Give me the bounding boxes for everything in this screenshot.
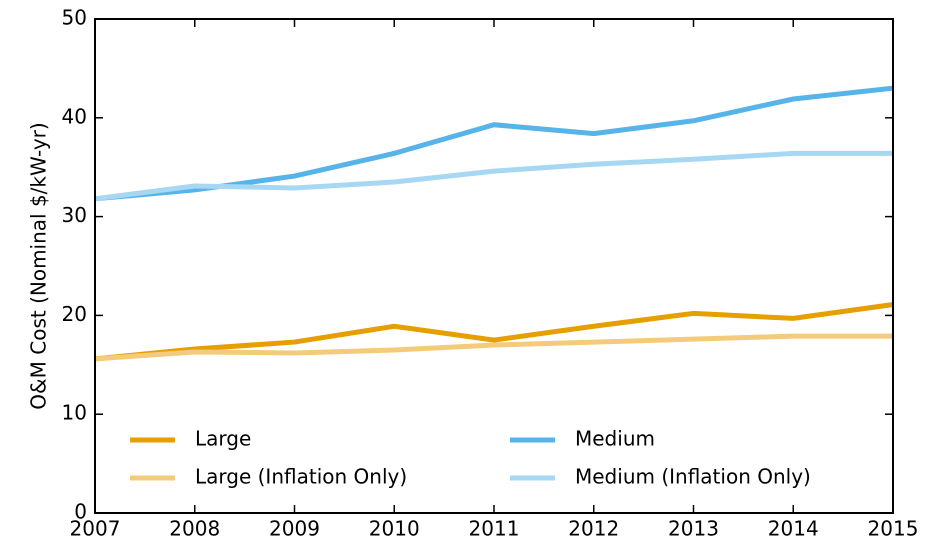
line: [94, 302, 894, 362]
x-tick-label: 2008: [169, 517, 220, 541]
legend-label: Large: [195, 427, 251, 451]
line: [94, 85, 894, 202]
x-tick-label: 2013: [668, 517, 719, 541]
y-tick-label: 40: [62, 104, 87, 128]
legend-label: Large (Inflation Only): [195, 465, 407, 489]
x-tick-label: 2014: [768, 517, 819, 541]
y-axis-label: O&M Cost (Nominal $/kW-yr): [27, 122, 51, 409]
plot-frame: [94, 18, 894, 514]
y-tick-label: 20: [62, 302, 87, 326]
legend-label: Medium (Inflation Only): [575, 465, 811, 489]
x-tick-label: 2012: [568, 517, 619, 541]
x-tick-label: 2007: [70, 517, 121, 541]
x-tick-label: 2011: [469, 517, 520, 541]
y-tick-label: 50: [62, 6, 87, 30]
y-tick-label: 10: [62, 401, 87, 425]
y-tick-label: 30: [62, 203, 87, 227]
line: [94, 333, 893, 362]
line: [94, 150, 893, 202]
y-tick-label: 0: [74, 500, 87, 524]
x-tick-label: 2010: [369, 517, 420, 541]
legend-label: Medium: [575, 427, 655, 451]
x-tick-label: 2015: [868, 517, 919, 541]
x-tick-label: 2009: [269, 517, 320, 541]
